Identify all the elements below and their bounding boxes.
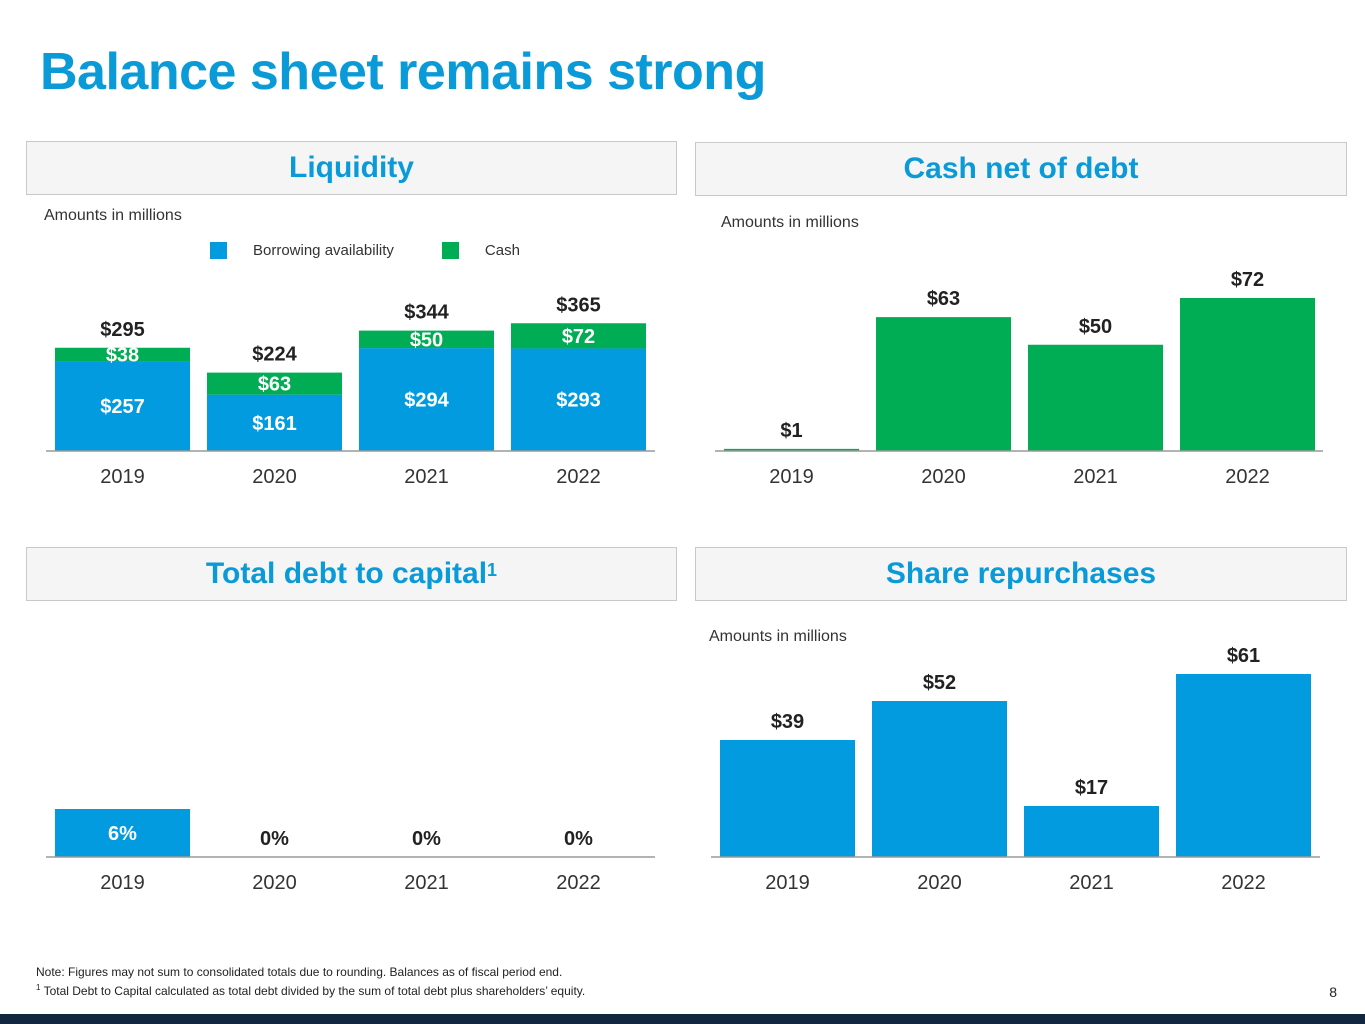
x-tick-2022: 2022 xyxy=(556,872,601,894)
repurchases-title: Share repurchases xyxy=(885,557,1157,590)
bar-2020 xyxy=(872,701,1007,857)
cash-net-header: Cash net of debt xyxy=(695,142,1347,196)
bar-2020 xyxy=(876,317,1011,451)
x-tick-2022: 2022 xyxy=(1225,466,1270,488)
bar-borrowing-2020 xyxy=(207,394,342,451)
liquidity-title: Liquidity xyxy=(289,151,414,184)
note-rounding: Note: Figures may not sum to consolidate… xyxy=(36,965,563,979)
label-cash-2022: $72 xyxy=(562,326,595,348)
data-label-2019: $39 xyxy=(771,711,804,733)
bar-2022 xyxy=(1176,674,1311,857)
cash-net-units: Amounts in millions xyxy=(721,214,859,231)
x-tick-2020: 2020 xyxy=(917,872,962,894)
label-borrowing-2020: $161 xyxy=(252,413,297,435)
bar-borrowing-2021 xyxy=(359,348,494,451)
debt-capital-title: Total debt to capital xyxy=(205,557,488,590)
label-borrowing-2021: $294 xyxy=(404,390,449,412)
bar-2019 xyxy=(724,448,859,451)
repurchases-header: Share repurchases xyxy=(695,547,1347,601)
bar-cash-2021 xyxy=(359,330,494,349)
cash-net-title: Cash net of debt xyxy=(903,152,1139,185)
x-tick-2019: 2019 xyxy=(100,872,145,894)
label-total-2021: $344 xyxy=(404,302,449,324)
label-total-2019: $295 xyxy=(100,319,145,341)
x-tick-2019: 2019 xyxy=(100,466,145,488)
cash-net-chart: $1 2019 $63 2020 $50 2021 $72 2022 xyxy=(715,269,1323,488)
x-tick-2021: 2021 xyxy=(1073,466,1118,488)
liquidity-chart: $257 $38 $295 2019 $161 $63 $224 2020 $294 $50 $34… xyxy=(46,294,655,488)
label-borrowing-2019: $257 xyxy=(100,396,145,418)
note-footnote-mark: 1 xyxy=(36,983,41,992)
x-tick-2022: 2022 xyxy=(1221,872,1266,894)
label-cash-2019: $38 xyxy=(106,344,139,366)
data-label-2019: $1 xyxy=(780,420,802,442)
data-label-2022: 0% xyxy=(564,828,593,850)
x-tick-2019: 2019 xyxy=(765,872,810,894)
data-label-2020: 0% xyxy=(260,828,289,850)
bar-cash-2022 xyxy=(511,323,646,349)
liquidity-legend: Borrowing availability Cash xyxy=(210,242,520,259)
note-footnote: 1 Total Debt to Capital calculated as to… xyxy=(36,983,585,998)
bar-borrowing-2022 xyxy=(511,348,646,451)
x-tick-2020: 2020 xyxy=(921,466,966,488)
legend-label-cash: Cash xyxy=(484,242,520,259)
bar-2019 xyxy=(720,740,855,857)
bar-2021 xyxy=(1024,806,1159,857)
bar-2019 xyxy=(55,809,190,857)
repurchases-units: Amounts in millions xyxy=(709,628,847,645)
page-title: Balance sheet remains strong xyxy=(40,43,766,101)
label-cash-2020: $63 xyxy=(258,374,291,396)
footer-bar xyxy=(0,1014,1365,1024)
debt-capital-header: Total debt to capital 1 xyxy=(26,547,677,601)
note-footnote-text: Total Debt to Capital calculated as tota… xyxy=(40,984,586,998)
x-tick-2021: 2021 xyxy=(404,872,449,894)
data-label-2022: $61 xyxy=(1227,645,1260,667)
data-label-2021: $17 xyxy=(1075,777,1108,799)
liquidity-header: Liquidity xyxy=(26,141,677,195)
bar-borrowing-2019 xyxy=(55,361,190,451)
x-tick-2020: 2020 xyxy=(252,466,297,488)
repurchases-chart: $39 2019 $52 2020 $17 2021 $61 2022 xyxy=(711,645,1320,894)
data-label-2021: $50 xyxy=(1079,316,1112,338)
x-tick-2019: 2019 xyxy=(769,466,814,488)
data-label-2019: 6% xyxy=(108,823,137,845)
liquidity-units: Amounts in millions xyxy=(44,207,182,224)
label-total-2020: $224 xyxy=(252,344,297,366)
legend-label-borrowing: Borrowing availability xyxy=(253,242,394,259)
x-tick-2021: 2021 xyxy=(404,466,449,488)
debt-capital-chart: 6% 2019 0% 2020 0% 2021 0% 2022 xyxy=(46,809,655,894)
x-tick-2021: 2021 xyxy=(1069,872,1114,894)
legend-swatch-borrowing xyxy=(210,242,227,259)
label-cash-2021: $50 xyxy=(410,329,443,351)
data-label-2021: 0% xyxy=(412,828,441,850)
debt-capital-footnote-mark: 1 xyxy=(487,559,498,580)
label-total-2022: $365 xyxy=(556,294,601,316)
page-number: 8 xyxy=(1329,984,1337,1000)
bar-2021 xyxy=(1028,344,1163,451)
bar-2022 xyxy=(1180,298,1315,451)
label-borrowing-2022: $293 xyxy=(556,390,601,412)
bar-cash-2019 xyxy=(55,347,190,362)
bar-cash-2020 xyxy=(207,372,342,395)
legend-swatch-cash xyxy=(441,242,459,259)
data-label-2022: $72 xyxy=(1231,269,1264,291)
x-tick-2022: 2022 xyxy=(556,466,601,488)
x-tick-2020: 2020 xyxy=(252,872,297,894)
data-label-2020: $63 xyxy=(927,288,960,310)
data-label-2020: $52 xyxy=(923,672,956,694)
